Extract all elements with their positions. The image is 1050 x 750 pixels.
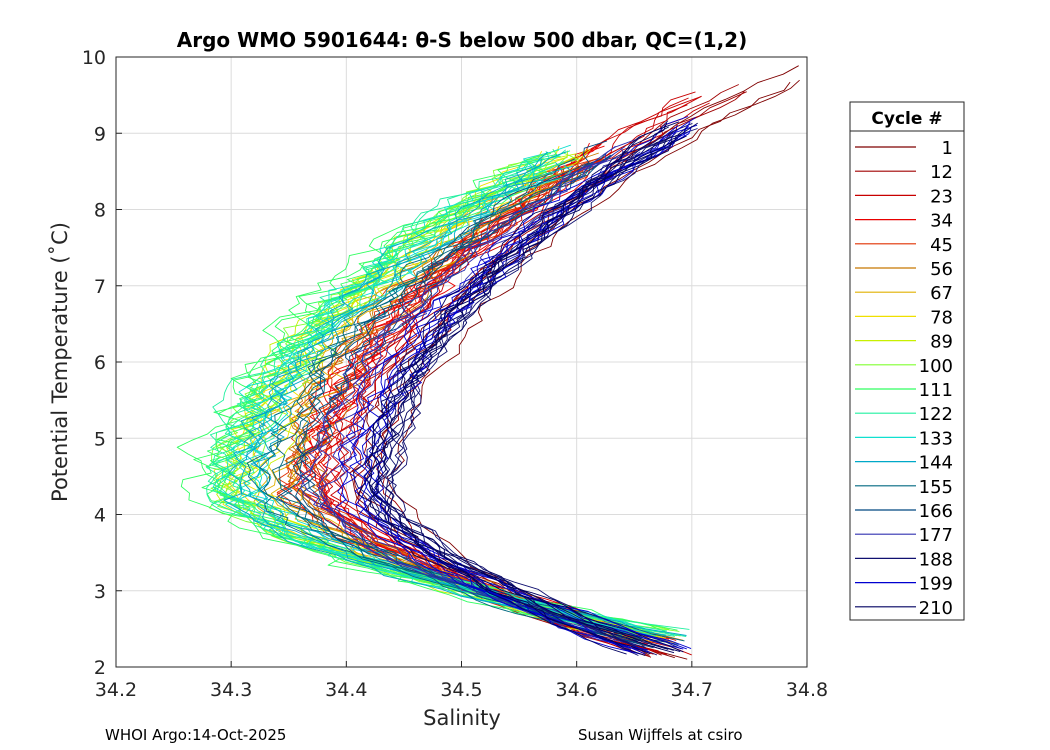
series-line-cycle-89 bbox=[237, 149, 654, 638]
x-axis-label: Salinity bbox=[423, 706, 501, 730]
x-tick-label: 34.8 bbox=[786, 679, 828, 701]
legend-label-122: 122 bbox=[919, 404, 953, 425]
y-tick-label: 7 bbox=[94, 276, 106, 298]
legend-label-89: 89 bbox=[930, 332, 953, 353]
x-tick-label: 34.7 bbox=[671, 679, 713, 701]
legend-entries: 1 12 23 34 45 56 67 78 89 100 111 122 133 144 155 166 17… bbox=[855, 138, 953, 619]
y-tick-label: 9 bbox=[94, 123, 106, 145]
series-line-cycle-56 bbox=[303, 168, 676, 644]
plot-frame bbox=[115, 56, 808, 668]
legend-label-166: 166 bbox=[919, 501, 953, 522]
footer-credit-author: Susan Wijffels at csiro bbox=[578, 726, 743, 744]
x-tick-label: 34.2 bbox=[95, 679, 137, 701]
footer-credit-date: WHOI Argo:14-Oct-2025 bbox=[105, 726, 287, 744]
legend-label-12: 12 bbox=[930, 162, 953, 183]
series-line-cycle-166 bbox=[276, 154, 679, 645]
x-tick-label: 34.5 bbox=[440, 679, 482, 701]
chart-title: Argo WMO 5901644: θ-S below 500 dbar, QC… bbox=[177, 28, 747, 52]
series-line-cycle-199 bbox=[354, 121, 691, 650]
legend-label-133: 133 bbox=[919, 428, 953, 449]
series-line-cycle-210 bbox=[374, 127, 687, 654]
series-line-cycle-177 bbox=[317, 139, 638, 648]
series-line-cycle-210 bbox=[369, 138, 679, 655]
y-tick-label: 4 bbox=[94, 505, 106, 527]
legend-label-188: 188 bbox=[919, 549, 953, 570]
legend-label-111: 111 bbox=[919, 380, 953, 401]
y-tick-labels: 2 3 4 5 6 7 8 9 10 bbox=[82, 47, 106, 679]
y-tick-label: 3 bbox=[94, 581, 106, 603]
legend-title: Cycle # bbox=[871, 109, 942, 129]
y-tick-label: 5 bbox=[94, 428, 106, 450]
series-line-cycle-210 bbox=[371, 135, 687, 657]
series-line-cycle-155 bbox=[246, 161, 642, 642]
series-line-cycle-144 bbox=[223, 158, 640, 638]
series-line-cycle-210 bbox=[367, 139, 684, 653]
x-tick-label: 34.4 bbox=[325, 679, 367, 701]
legend-label-67: 67 bbox=[930, 283, 953, 304]
legend-label-34: 34 bbox=[930, 211, 953, 232]
series-line-cycle-210 bbox=[368, 122, 674, 651]
legend-label-56: 56 bbox=[930, 259, 953, 280]
series-line-cycle-133 bbox=[212, 160, 675, 637]
x-tick-labels: 34.2 34.3 34.4 34.5 34.6 34.7 34.8 bbox=[95, 679, 828, 701]
legend-label-23: 23 bbox=[930, 186, 953, 207]
series-line-cycle-133 bbox=[221, 144, 645, 630]
series-line-cycle-155 bbox=[259, 158, 642, 640]
y-tick-label: 6 bbox=[94, 352, 106, 374]
x-tick-label: 34.6 bbox=[556, 679, 598, 701]
series-line-cycle-133 bbox=[233, 164, 625, 632]
series-line-cycle-166 bbox=[292, 140, 655, 648]
legend-label-210: 210 bbox=[919, 598, 953, 619]
legend-label-100: 100 bbox=[919, 356, 953, 377]
legend-label-199: 199 bbox=[919, 574, 953, 595]
series-line-cycle-166 bbox=[295, 153, 638, 643]
y-tick-label: 2 bbox=[94, 657, 106, 679]
series-line-cycle-177 bbox=[300, 145, 667, 646]
series-line-cycle-210 bbox=[364, 122, 698, 650]
series-line-cycle-199 bbox=[340, 124, 698, 651]
legend-label-45: 45 bbox=[930, 235, 953, 256]
legend-label-78: 78 bbox=[930, 307, 953, 328]
series-line-cycle-155 bbox=[276, 165, 643, 638]
series-line-cycle-177 bbox=[299, 146, 633, 649]
legend-label-144: 144 bbox=[919, 453, 953, 474]
series-group bbox=[176, 65, 800, 660]
legend-label-1: 1 bbox=[942, 138, 953, 159]
series-line-cycle-89 bbox=[239, 149, 676, 637]
series-line-cycle-188 bbox=[385, 128, 698, 650]
legend: Cycle # 1 12 23 34 45 56 67 78 89 100 111 122 133 144… bbox=[849, 101, 965, 621]
y-tick-label: 10 bbox=[82, 47, 106, 69]
x-tick-label: 34.3 bbox=[210, 679, 252, 701]
series-line-cycle-133 bbox=[247, 164, 623, 636]
series-line-cycle-188 bbox=[384, 132, 676, 650]
legend-label-155: 155 bbox=[919, 477, 953, 498]
series-line-cycle-111 bbox=[205, 152, 678, 631]
series-line-cycle-210 bbox=[357, 121, 680, 655]
y-tick-label: 8 bbox=[94, 200, 106, 222]
y-axis-label: Potential Temperature (˚C) bbox=[48, 222, 72, 502]
series-line-cycle-144 bbox=[233, 162, 687, 636]
series-line-cycle-144 bbox=[240, 151, 644, 635]
legend-label-177: 177 bbox=[919, 525, 953, 546]
